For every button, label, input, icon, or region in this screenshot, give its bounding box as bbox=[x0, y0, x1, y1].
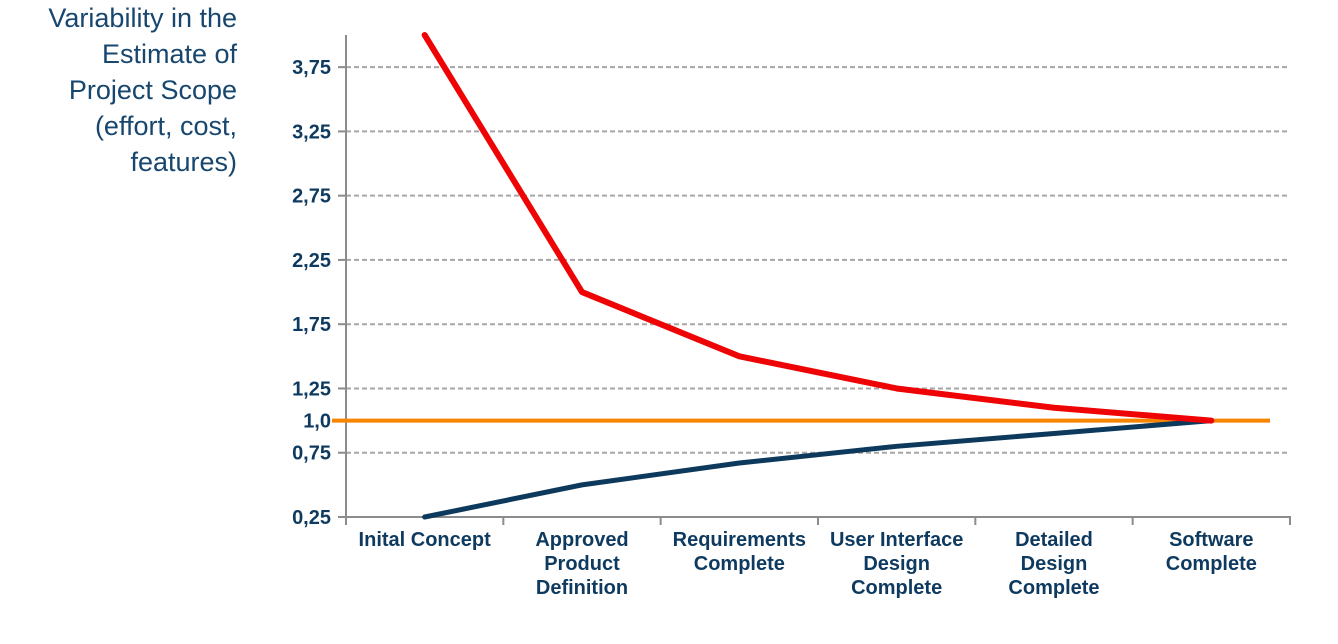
y-tick-label: 3,75 bbox=[292, 57, 331, 79]
y-tick-label: 0,25 bbox=[292, 507, 331, 529]
x-axis-label: Approved Product Definition bbox=[535, 529, 629, 599]
y-tick-label: 2,25 bbox=[292, 250, 331, 272]
y-tick-label: 2,75 bbox=[292, 186, 331, 208]
y-tick-label: 1,0 bbox=[303, 411, 331, 433]
y-axis-title: Variability in the Estimate of Project S… bbox=[48, 3, 237, 177]
x-axis-label: Inital Concept bbox=[358, 529, 491, 551]
y-tick-label: 3,25 bbox=[292, 121, 331, 143]
upper-estimate-line bbox=[421, 32, 1215, 424]
x-axis-label: Requirements Complete bbox=[672, 529, 806, 575]
y-tick-label: 1,25 bbox=[292, 378, 331, 400]
x-axis-label: Software Complete bbox=[1165, 529, 1257, 575]
x-axis-label: User Interface Design Complete bbox=[829, 529, 964, 599]
y-tick-label: 1,75 bbox=[292, 314, 331, 336]
x-axis-label: Detailed Design Complete bbox=[1008, 529, 1100, 599]
y-tick-label: 0,75 bbox=[292, 443, 331, 465]
lower-estimate-line bbox=[422, 418, 1214, 520]
